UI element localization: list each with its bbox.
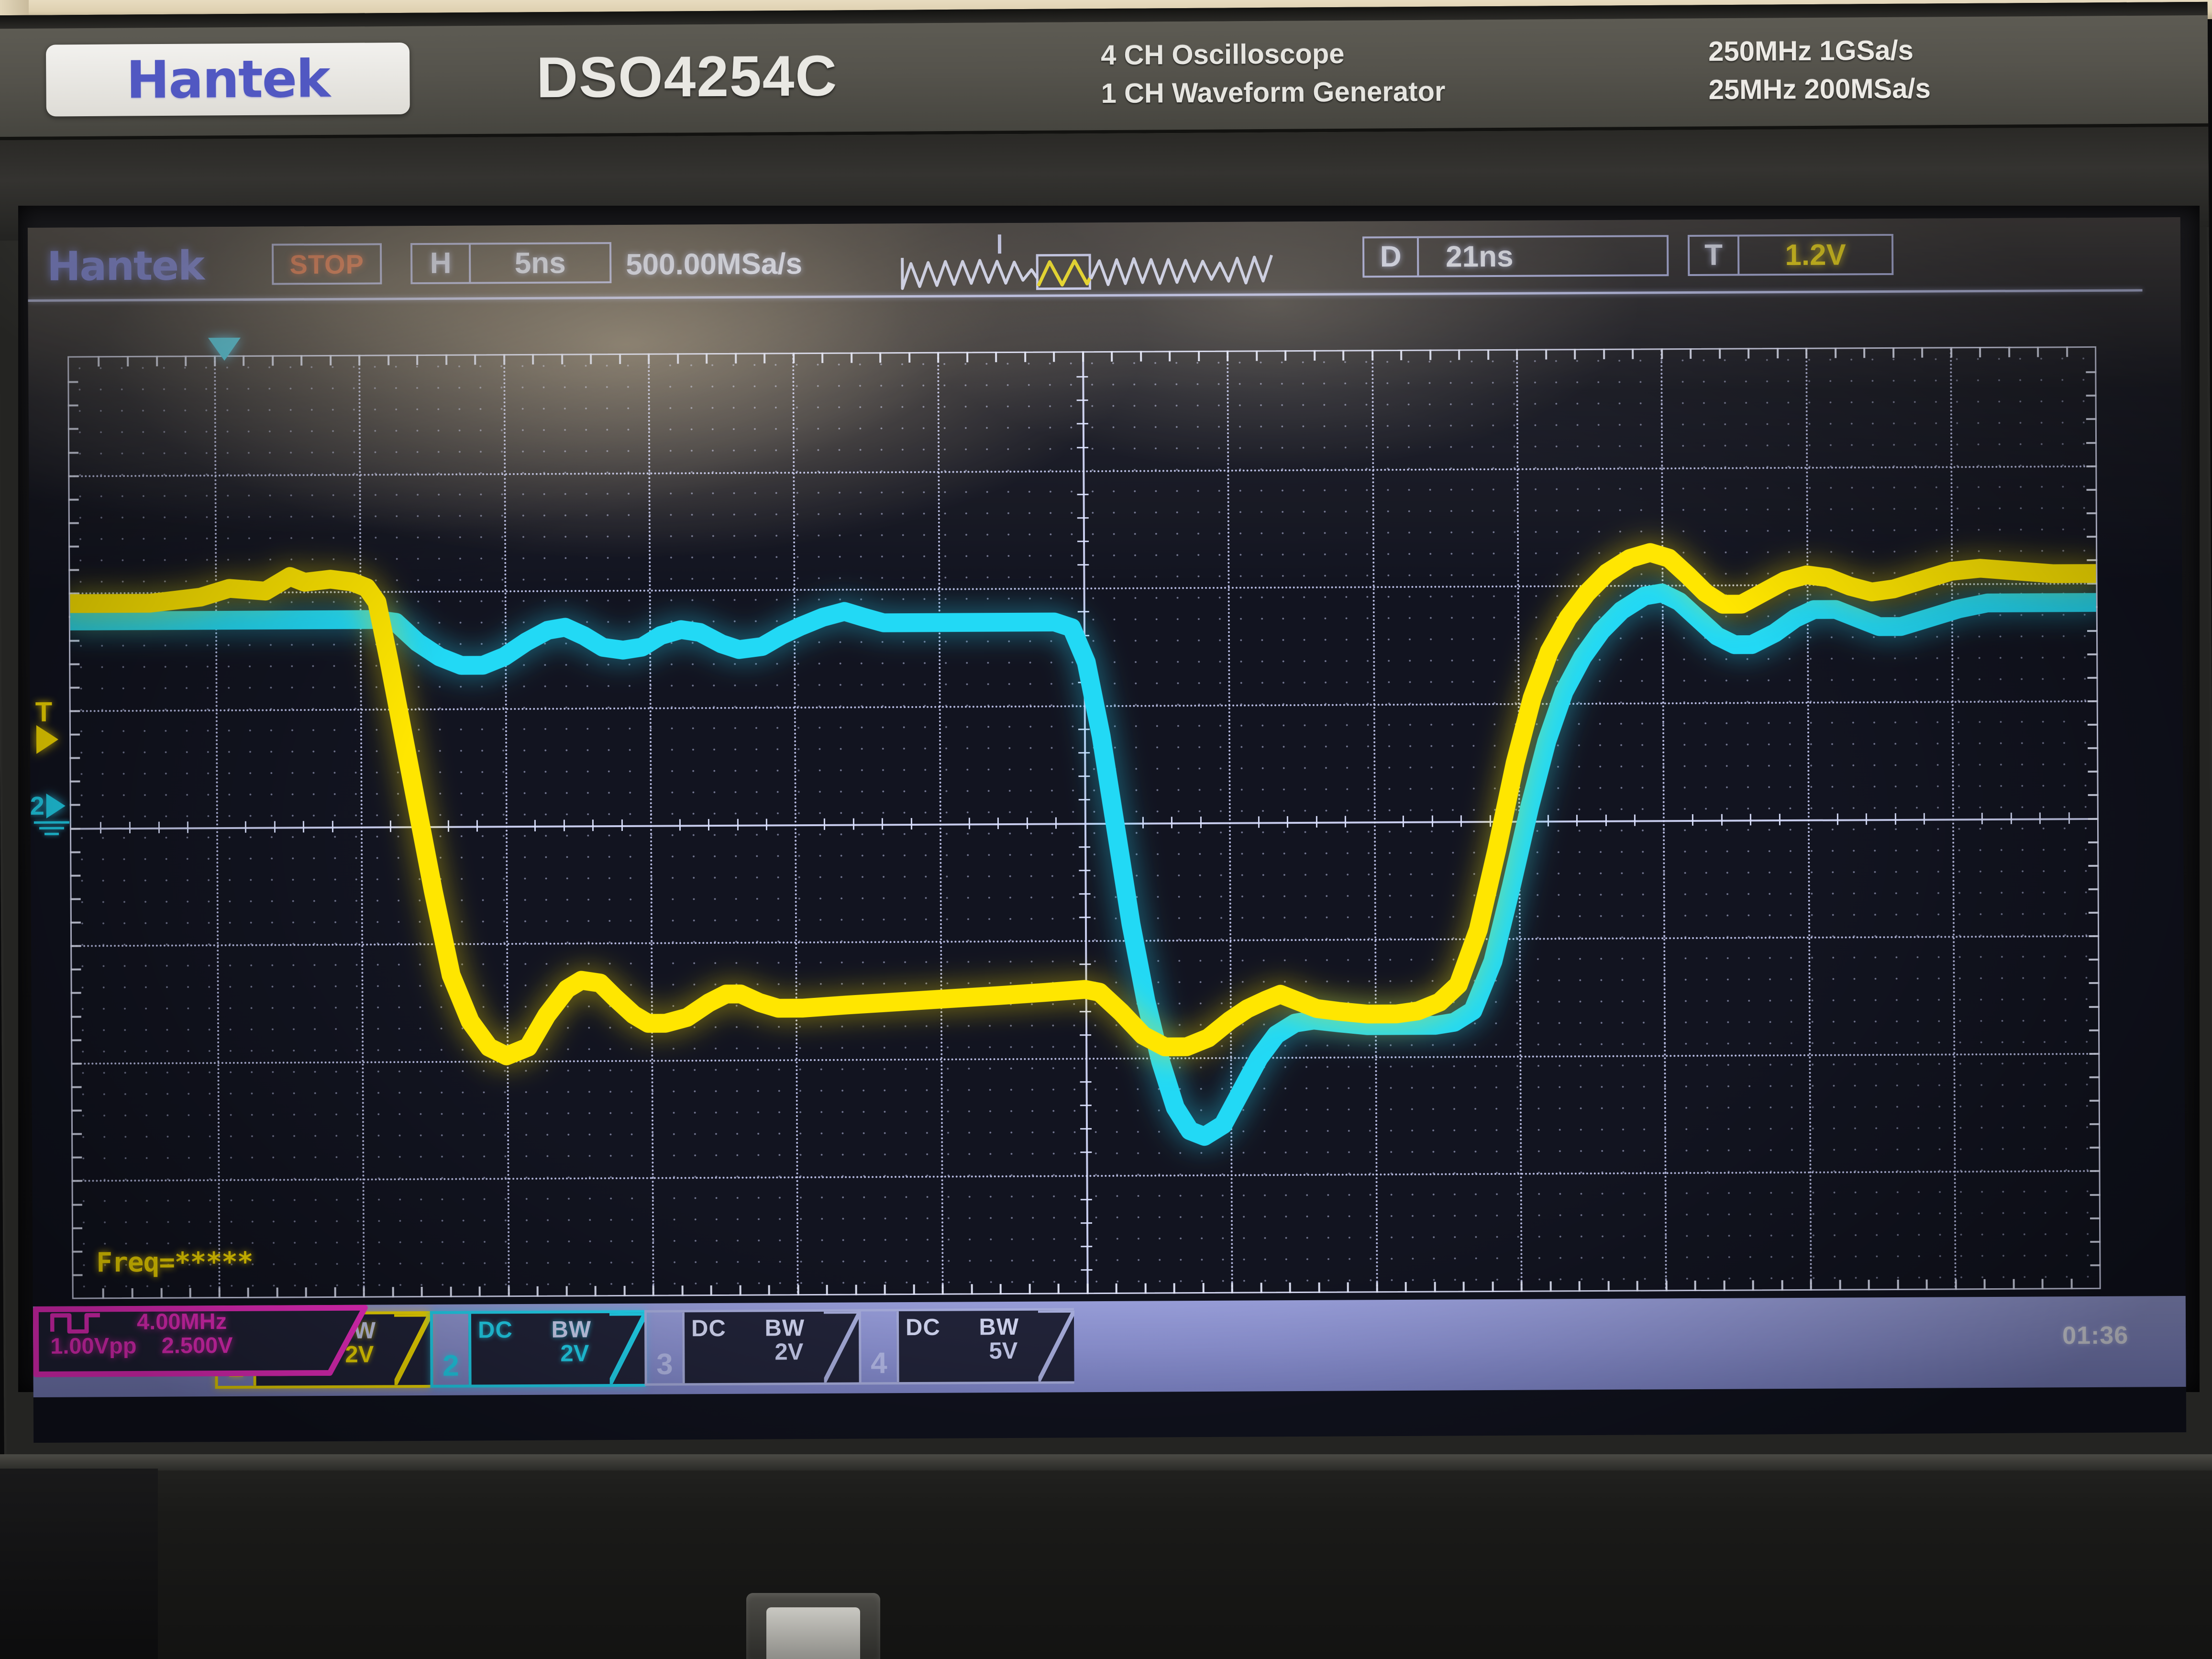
ground-symbol-icon [33,818,69,835]
lcd-screen: Hantek STOP H 5ns 500.00MSa/s [27,217,2187,1443]
channel-index-4: 4 [871,1347,887,1380]
channel-coupling-2: DC [477,1317,513,1343]
ch2-ground-label: 2 [30,791,44,821]
scope-lower-lip [0,1454,2212,1471]
waveform-traces [69,543,2101,1146]
generator-offset: 2.500V [161,1332,233,1358]
scope-lower-chassis [0,1454,2212,1659]
channel-index-2: 2 [442,1349,459,1382]
front-panel-knob-slot[interactable] [746,1593,880,1659]
channel-tag-slant-1 [394,1314,431,1385]
memory-preview-waveform[interactable] [894,233,1305,293]
delay-key-label: D [1364,238,1419,276]
trigger-key-label: T [1689,236,1740,275]
channel-tag-slant-4 [1038,1310,1075,1382]
channel-badge-4[interactable]: 4 DC BW 5V [858,1308,1075,1385]
horizontal-timebase-box[interactable]: H 5ns [410,242,612,285]
ch2-ground-arrow-icon [46,793,66,818]
scope-lower-left-shadow [0,1469,158,1659]
channel-badge-2[interactable]: 2 DC BW 2V [430,1310,646,1388]
generator-frequency: 4.00MHz [136,1308,227,1334]
waveform-generator-badge[interactable]: 4.00MHz 1.00Vpp 2.500V [33,1305,368,1377]
channel-bw-4: BW [979,1314,1019,1340]
preview-waveform-right [1089,254,1273,286]
generator-amplitude: 1.00Vpp [50,1332,137,1359]
freq-measurement-readout: Freq=***** [96,1246,253,1279]
preview-trigger-tick [997,234,1002,254]
square-wave-icon [50,1310,102,1334]
channel-tag-slant-2 [609,1313,646,1384]
waveform-trace-ch2 [69,583,2101,1146]
trigger-level-box[interactable]: T 1.2V [1687,233,1894,276]
status-bar: Hantek STOP H 5ns 500.00MSa/s [28,228,2181,300]
channel-badge-3[interactable]: 3 DC BW 2V [644,1309,861,1386]
channel-bw-2: BW [551,1316,592,1343]
spec-generator: 1 CH Waveform Generator [1101,76,1446,110]
channel-tag-slant-3 [823,1311,861,1382]
trigger-level-marker-arrow[interactable] [36,725,59,754]
brand-logo-text: Hantek [126,49,330,110]
graticule[interactable]: T 2 Freq=***** [30,337,2101,1299]
horizontal-key-label: H [412,244,471,283]
channel-status-bar: 1 DC BW 2V [33,1295,2186,1397]
model-name: DSO4254C [536,44,838,110]
delay-box[interactable]: D 21ns [1362,235,1669,278]
delay-value-label: 21ns [1445,240,1514,274]
channel-coupling-3: DC [691,1315,726,1342]
horizontal-value-label: 5ns [514,246,566,280]
trigger-position-marker[interactable] [208,337,241,361]
front-panel-knob[interactable] [766,1607,860,1659]
generator-row-2: 1.00Vpp 2.500V [50,1332,361,1359]
ch2-ground-marker[interactable]: 2 [30,791,66,821]
spec-channels: 4 CH Oscilloscope [1100,38,1345,71]
channel-bw-3: BW [764,1315,805,1341]
device-spec-lines-right: 250MHz 1GSa/s 25MHz 200MSa/s [1708,30,2139,109]
clock-readout: 01:36 [2062,1321,2129,1350]
screen-logo: Hantek [46,242,204,290]
preview-waveform-highlight [1037,259,1092,287]
run-state-indicator[interactable]: STOP [271,243,382,285]
channel-coupling-4: DC [905,1314,940,1341]
spec-bandwidth-gen: 25MHz 200MSa/s [1708,73,1931,106]
channel-index-3: 3 [656,1348,673,1381]
run-state-label: STOP [289,249,365,279]
spec-bandwidth-scope: 250MHz 1GSa/s [1708,34,1914,67]
device-spec-lines-left: 4 CH Oscilloscope 1 CH Waveform Generato… [1101,33,1627,113]
trigger-value-label: 1.2V [1785,238,1847,272]
generator-row-1: 4.00MHz [50,1308,361,1334]
preview-waveform-left [901,258,1039,290]
trigger-level-marker-label: T [35,696,53,728]
brand-plate: Hantek [45,42,410,117]
sample-rate-label: 500.00MSa/s [626,247,803,281]
